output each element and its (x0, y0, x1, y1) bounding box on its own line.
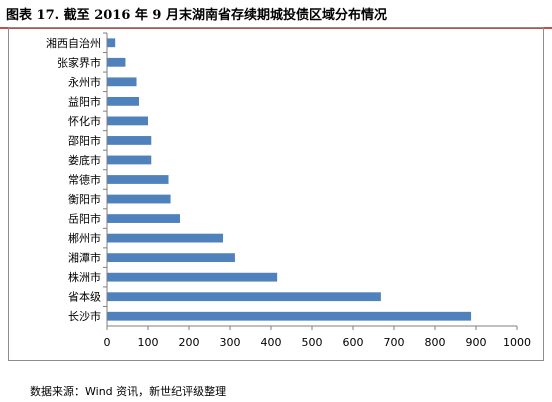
category-label: 衡阳市 (68, 192, 101, 206)
x-tick-label: 700 (384, 336, 405, 349)
bar (107, 292, 381, 302)
category-label: 怀化市 (68, 114, 101, 128)
x-axis-ticks: 0 100 200 300 400 500 600 700 800 900 1000 (104, 326, 531, 349)
category-label: 张家界市 (57, 55, 101, 69)
x-tick-label: 300 (220, 336, 241, 349)
category-label: 岳阳市 (68, 212, 101, 226)
x-tick-label: 800 (425, 336, 446, 349)
x-tick-label: 1000 (503, 336, 531, 349)
data-source-note: 数据来源：Wind 资讯，新世纪评级整理 (30, 385, 227, 398)
category-labels: 湘西自治州张家界市永州市益阳市怀化市邵阳市娄底市常德市衡阳市岳阳市郴州市湘潭市株… (46, 32, 107, 323)
x-tick-label: 900 (466, 336, 487, 349)
bar (107, 57, 126, 67)
category-label: 娄底市 (68, 153, 101, 167)
category-label: 益阳市 (68, 94, 101, 108)
bar (107, 175, 169, 184)
category-label: 郴州市 (68, 231, 101, 245)
x-tick-label: 600 (343, 336, 364, 349)
bar (107, 155, 152, 165)
bar (107, 311, 472, 321)
bar-chart: 湘西自治州张家界市永州市益阳市怀化市邵阳市娄底市常德市衡阳市岳阳市郴州市湘潭市株… (46, 32, 531, 349)
category-label: 邵阳市 (68, 133, 101, 147)
bar-series (107, 38, 472, 321)
title-underline (0, 27, 552, 29)
category-label: 永州市 (68, 75, 101, 89)
category-label: 湘西自治州 (46, 36, 101, 50)
bar (107, 194, 171, 204)
bar (107, 136, 152, 145)
x-tick-label: 200 (179, 336, 200, 349)
category-label: 湘潭市 (68, 251, 101, 265)
category-label: 常德市 (68, 173, 101, 187)
x-tick-label: 500 (302, 336, 323, 349)
bar (107, 116, 148, 126)
bar (107, 272, 278, 282)
category-label: 株洲市 (68, 270, 101, 284)
bar (107, 253, 235, 263)
bar (107, 214, 180, 223)
bar (107, 96, 139, 106)
x-tick-label: 400 (261, 336, 282, 349)
x-tick-label: 100 (138, 336, 159, 349)
bar (107, 38, 116, 48)
x-tick-label: 0 (104, 336, 111, 349)
chart-frame (8, 27, 544, 361)
bar (107, 77, 137, 87)
bar (107, 233, 224, 243)
category-label: 省本级 (68, 290, 101, 304)
chart-title: 图表 17. 截至 2016 年 9 月末湖南省存续期城投债区域分布情况 (6, 8, 387, 23)
category-label: 长沙市 (68, 309, 101, 323)
